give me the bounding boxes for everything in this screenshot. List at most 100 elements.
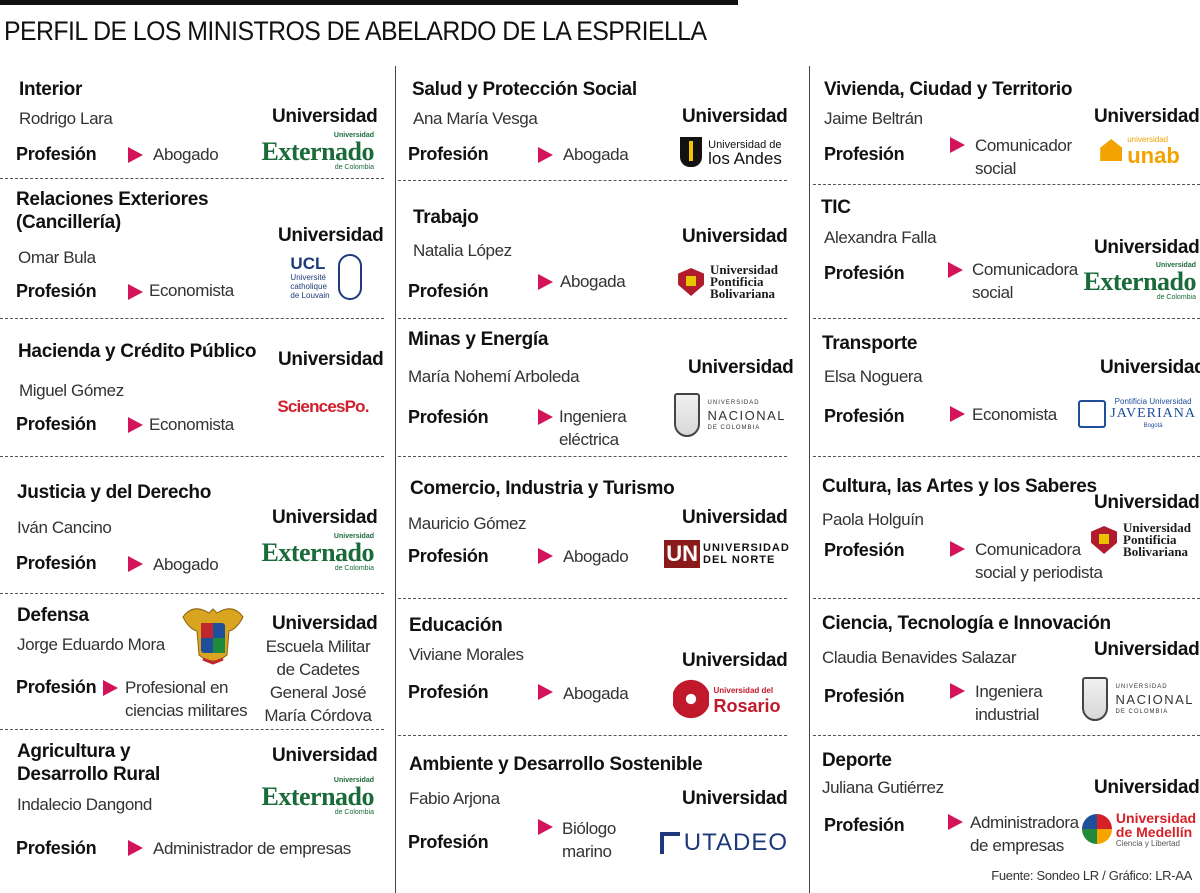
profession-value: Abogada [563, 145, 629, 164]
profession-label: Profesión [824, 686, 905, 706]
university-label: Universidad [682, 650, 788, 671]
utadeo-logo: UTADEO [660, 826, 788, 860]
profession-label: Profesión [824, 406, 905, 426]
profession-label: Profesión [824, 540, 905, 560]
minister-name: Jorge Eduardo Mora [17, 635, 165, 654]
ucl-logo: UCL Université catholique de Louvain [284, 251, 368, 303]
profession-value: Abogado [153, 555, 219, 574]
university-label: Universidad [272, 507, 378, 528]
ministry-title: Defensa [17, 605, 89, 626]
ministry-title: Salud y Protección Social [412, 79, 637, 100]
profession-value: Comunicadora social y periodista [975, 540, 1103, 582]
arrow-icon [950, 683, 965, 699]
unal-logo: UNIVERSIDAD NACIONAL DE COLOMBIA [674, 390, 786, 440]
row-divider [398, 318, 787, 319]
university-label: Universidad [688, 357, 794, 378]
profession-label: Profesión [408, 281, 489, 301]
row-divider [398, 456, 787, 457]
row-divider [398, 180, 787, 181]
unab-logo: universidad unab [1090, 134, 1190, 167]
military-coat-of-arms-icon [182, 608, 244, 665]
arrow-icon [538, 147, 553, 163]
profession-label: Profesión [16, 414, 97, 434]
university-label: Universidad [272, 613, 378, 634]
arrow-icon [950, 541, 965, 557]
minister-name: Ana María Vesga [413, 109, 538, 128]
profession-value: Abogado [563, 547, 629, 566]
row-divider [0, 593, 384, 594]
rosario-logo: Universidad del Rosario [668, 676, 786, 722]
university-label: Universidad [1100, 357, 1200, 378]
ministry-title: Educación [409, 615, 503, 636]
profession-label: Profesión [408, 144, 489, 164]
upb-logo: Universidad Pontificia Bolivariana [1086, 520, 1196, 560]
arrow-icon [103, 680, 118, 696]
university-label: Universidad [272, 106, 378, 127]
ministry-title: Vivienda, Ciudad y Territorio [824, 79, 1073, 100]
ministry-title: Minas y Energía [408, 329, 549, 350]
javeriana-logo: Pontificia Universidad JAVERIANA Bogotá [1078, 396, 1196, 432]
minister-name: Jaime Beltrán [824, 109, 923, 128]
minister-name: Elsa Noguera [824, 367, 923, 386]
arrow-icon [538, 274, 553, 290]
minister-name: Fabio Arjona [409, 789, 500, 808]
externado-logo: Universidad Externado de Colombia [1083, 262, 1197, 301]
university-label: Universidad [682, 106, 788, 127]
arrow-icon [948, 814, 963, 830]
column-divider [395, 66, 396, 893]
minister-name: Omar Bula [18, 248, 96, 267]
column-divider [809, 66, 810, 893]
minister-name: Indalecio Dangond [17, 795, 152, 814]
row-divider [0, 456, 384, 457]
minister-name: Claudia Benavides Salazar [822, 648, 1017, 667]
profession-label: Profesión [824, 144, 905, 164]
row-divider [398, 598, 787, 599]
row-divider [813, 598, 1200, 599]
profession-value: Ingeniera industrial [975, 682, 1043, 724]
profession-value: Administradora de empresas [970, 813, 1079, 855]
ministry-title: Hacienda y Crédito Público [18, 341, 257, 362]
profession-label: Profesión [16, 677, 97, 697]
university-label: Universidad [682, 226, 788, 247]
externado-logo: Universidad Externado de Colombia [261, 533, 375, 572]
arrow-icon [128, 556, 143, 572]
arrow-icon [128, 147, 143, 163]
profession-value: Economista [149, 281, 234, 300]
profession-label: Profesión [408, 407, 489, 427]
profession-label: Profesión [408, 546, 489, 566]
externado-logo: Universidad Externado de Colombia [261, 132, 375, 171]
source-credit: Fuente: Sondeo LR / Gráfico: LR-AA [991, 868, 1192, 883]
ministry-title: Cultura, las Artes y los Saberes [822, 476, 1097, 497]
row-divider [0, 318, 384, 319]
row-divider [813, 318, 1200, 319]
profession-label: Profesión [408, 832, 489, 852]
profession-value: Ingeniera eléctrica [559, 407, 627, 449]
profession-value: Abogado [153, 145, 219, 164]
ministry-title: Agricultura y Desarrollo Rural [17, 741, 161, 785]
arrow-icon [950, 406, 965, 422]
profession-value: Abogada [560, 272, 626, 291]
ministry-title: Justicia y del Derecho [17, 482, 212, 503]
top-rule [0, 0, 738, 5]
minister-name: Alexandra Falla [824, 228, 937, 247]
ministry-title: Comercio, Industria y Turismo [410, 478, 675, 499]
university-label: Universidad [278, 349, 384, 370]
sciencespo-logo: SciencesPo. [277, 397, 369, 416]
profession-label: Profesión [16, 553, 97, 573]
profession-value: Profesional en ciencias militares [125, 678, 248, 720]
ministry-title: Deporte [822, 750, 892, 771]
profession-value: Abogada [563, 684, 629, 703]
ministry-title: Relaciones Exteriores (Cancillería) [16, 189, 209, 233]
profession-value: Comunicadora social [972, 260, 1078, 302]
profession-value: Administrador de empresas [153, 839, 351, 858]
university-label: Universidad [1094, 237, 1200, 258]
row-divider [398, 735, 787, 736]
externado-logo: Universidad Externado de Colombia [261, 777, 375, 816]
minister-name: María Nohemí Arboleda [408, 367, 580, 386]
page-title: PERFIL DE LOS MINISTROS DE ABELARDO DE L… [4, 16, 707, 46]
profession-label: Profesión [16, 144, 97, 164]
row-divider [0, 729, 384, 730]
ministry-title: Ciencia, Tecnología e Innovación [822, 613, 1111, 634]
row-divider [813, 184, 1200, 185]
profession-value: Biólogo marino [562, 819, 616, 861]
